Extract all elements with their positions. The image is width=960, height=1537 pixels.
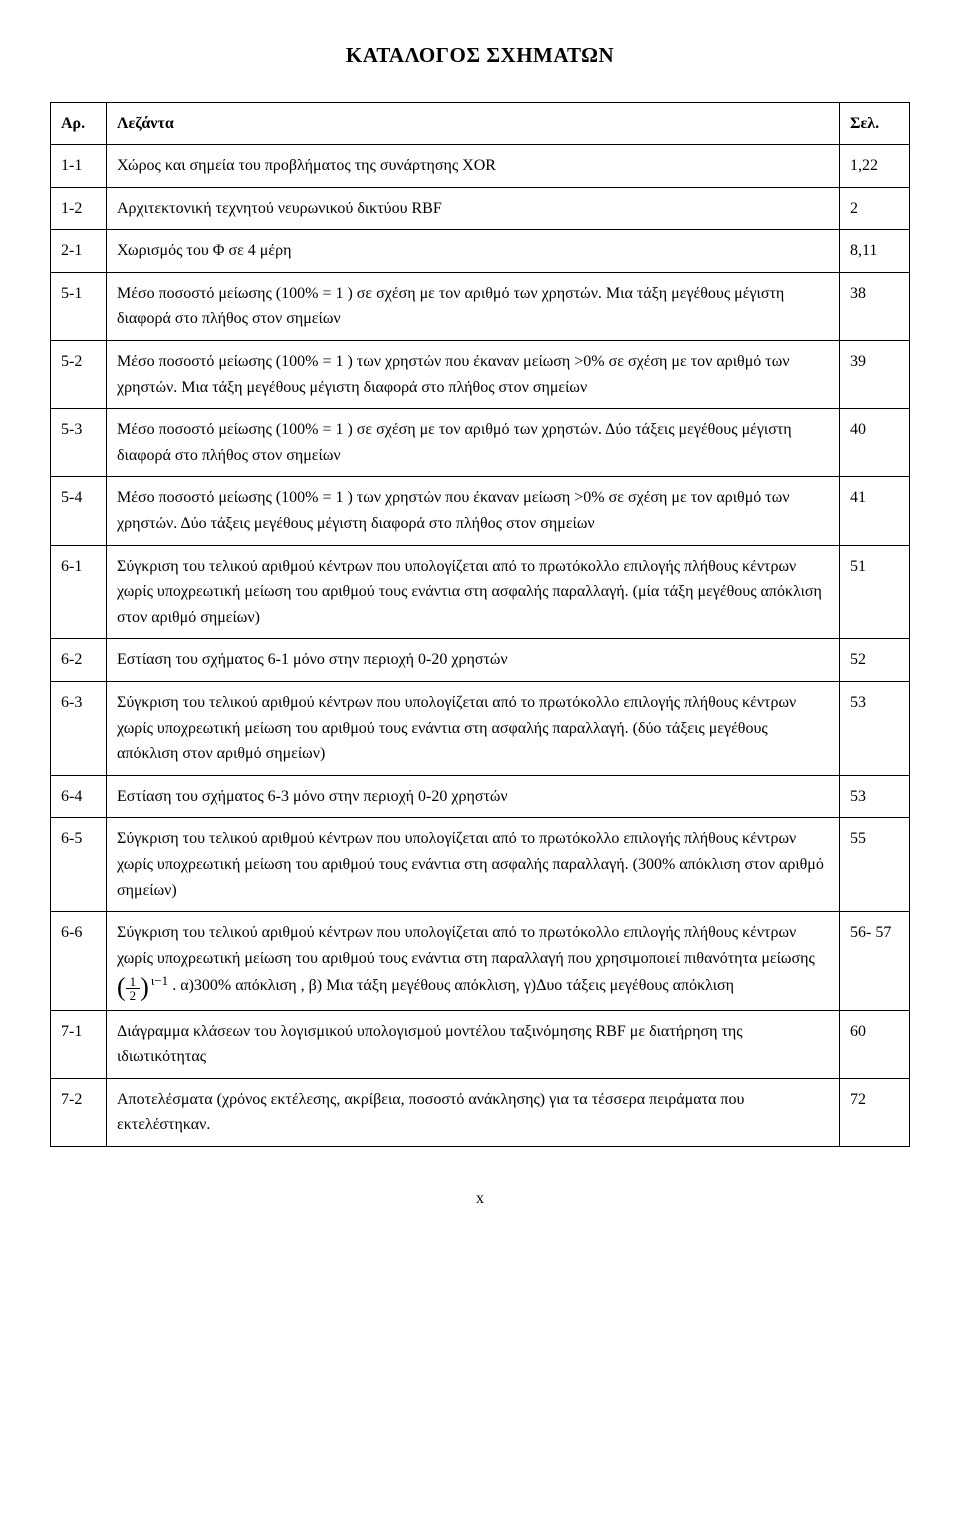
cell-num: 6-4 bbox=[51, 775, 107, 818]
table-row: 5-1Μέσο ποσοστό μείωσης (100% = 1 ) σε σ… bbox=[51, 272, 910, 340]
header-num: Αρ. bbox=[51, 102, 107, 145]
cell-desc: Αποτελέσματα (χρόνος εκτέλεσης, ακρίβεια… bbox=[107, 1078, 840, 1146]
cell-page: 53 bbox=[840, 682, 910, 776]
table-row: 7-1Διάγραμμα κλάσεων του λογισμικού υπολ… bbox=[51, 1010, 910, 1078]
cell-num: 6-3 bbox=[51, 682, 107, 776]
table-header-row: Αρ. Λεζάντα Σελ. bbox=[51, 102, 910, 145]
table-row: 5-2Μέσο ποσοστό μείωσης (100% = 1 ) των … bbox=[51, 341, 910, 409]
cell-desc: Χώρος και σημεία του προβλήματος της συν… bbox=[107, 145, 840, 188]
cell-desc: Μέσο ποσοστό μείωσης (100% = 1 ) των χρη… bbox=[107, 341, 840, 409]
cell-page: 2 bbox=[840, 187, 910, 230]
cell-desc: Διάγραμμα κλάσεων του λογισμικού υπολογι… bbox=[107, 1010, 840, 1078]
cell-desc: Εστίαση του σχήματος 6-3 μόνο στην περιο… bbox=[107, 775, 840, 818]
cell-num: 1-2 bbox=[51, 187, 107, 230]
cell-num: 1-1 bbox=[51, 145, 107, 188]
table-row: 7-2Αποτελέσματα (χρόνος εκτέλεσης, ακρίβ… bbox=[51, 1078, 910, 1146]
table-row: 5-3Μέσο ποσοστό μείωσης (100% = 1 ) σε σ… bbox=[51, 409, 910, 477]
table-row: 6-1Σύγκριση του τελικού αριθμού κέντρων … bbox=[51, 545, 910, 639]
cell-page: 53 bbox=[840, 775, 910, 818]
table-row: 6-3Σύγκριση του τελικού αριθμού κέντρων … bbox=[51, 682, 910, 776]
table-row: 2-1Χωρισμός του Φ σε 4 μέρη8,11 bbox=[51, 230, 910, 273]
cell-desc: Μέσο ποσοστό μείωσης (100% = 1 ) σε σχέσ… bbox=[107, 272, 840, 340]
cell-desc: Σύγκριση του τελικού αριθμού κέντρων που… bbox=[107, 545, 840, 639]
cell-num: 6-2 bbox=[51, 639, 107, 682]
cell-num: 6-1 bbox=[51, 545, 107, 639]
cell-num: 5-4 bbox=[51, 477, 107, 545]
math-fraction: (12)ι−1 bbox=[117, 971, 168, 1001]
cell-num: 5-3 bbox=[51, 409, 107, 477]
table-row: 6-5Σύγκριση του τελικού αριθμού κέντρων … bbox=[51, 818, 910, 912]
cell-page: 41 bbox=[840, 477, 910, 545]
cell-num: 5-2 bbox=[51, 341, 107, 409]
cell-num: 7-1 bbox=[51, 1010, 107, 1078]
cell-page: 38 bbox=[840, 272, 910, 340]
cell-page: 51 bbox=[840, 545, 910, 639]
cell-page: 56- 57 bbox=[840, 912, 910, 1010]
page-title: ΚΑΤΑΛΟΓΟΣ ΣΧΗΜΑΤΩΝ bbox=[50, 40, 910, 72]
header-page: Σελ. bbox=[840, 102, 910, 145]
cell-page: 55 bbox=[840, 818, 910, 912]
cell-page: 72 bbox=[840, 1078, 910, 1146]
cell-page: 1,22 bbox=[840, 145, 910, 188]
table-row: 6-4Εστίαση του σχήματος 6-3 μόνο στην πε… bbox=[51, 775, 910, 818]
cell-desc: Σύγκριση του τελικού αριθμού κέντρων που… bbox=[107, 682, 840, 776]
table-row: 6-6Σύγκριση του τελικού αριθμού κέντρων … bbox=[51, 912, 910, 1010]
cell-desc: Μέσο ποσοστό μείωσης (100% = 1 ) των χρη… bbox=[107, 477, 840, 545]
table-row: 1-1Χώρος και σημεία του προβλήματος της … bbox=[51, 145, 910, 188]
cell-page: 8,11 bbox=[840, 230, 910, 273]
cell-num: 5-1 bbox=[51, 272, 107, 340]
table-row: 6-2Εστίαση του σχήματος 6-1 μόνο στην πε… bbox=[51, 639, 910, 682]
cell-num: 6-5 bbox=[51, 818, 107, 912]
cell-num: 7-2 bbox=[51, 1078, 107, 1146]
cell-page: 40 bbox=[840, 409, 910, 477]
cell-desc: Μέσο ποσοστό μείωσης (100% = 1 ) σε σχέσ… bbox=[107, 409, 840, 477]
cell-page: 60 bbox=[840, 1010, 910, 1078]
cell-page: 39 bbox=[840, 341, 910, 409]
table-row: 5-4Μέσο ποσοστό μείωσης (100% = 1 ) των … bbox=[51, 477, 910, 545]
cell-page: 52 bbox=[840, 639, 910, 682]
cell-desc: Σύγκριση του τελικού αριθμού κέντρων που… bbox=[107, 818, 840, 912]
header-desc: Λεζάντα bbox=[107, 102, 840, 145]
cell-desc: Χωρισμός του Φ σε 4 μέρη bbox=[107, 230, 840, 273]
table-row: 1-2Αρχιτεκτονική τεχνητού νευρωνικού δικ… bbox=[51, 187, 910, 230]
cell-num: 2-1 bbox=[51, 230, 107, 273]
cell-desc: Εστίαση του σχήματος 6-1 μόνο στην περιο… bbox=[107, 639, 840, 682]
cell-num: 6-6 bbox=[51, 912, 107, 1010]
cell-desc: Σύγκριση του τελικού αριθμού κέντρων που… bbox=[107, 912, 840, 1010]
figures-table: Αρ. Λεζάντα Σελ. 1-1Χώρος και σημεία του… bbox=[50, 102, 910, 1147]
page-number: x bbox=[50, 1187, 910, 1211]
cell-desc: Αρχιτεκτονική τεχνητού νευρωνικού δικτύο… bbox=[107, 187, 840, 230]
